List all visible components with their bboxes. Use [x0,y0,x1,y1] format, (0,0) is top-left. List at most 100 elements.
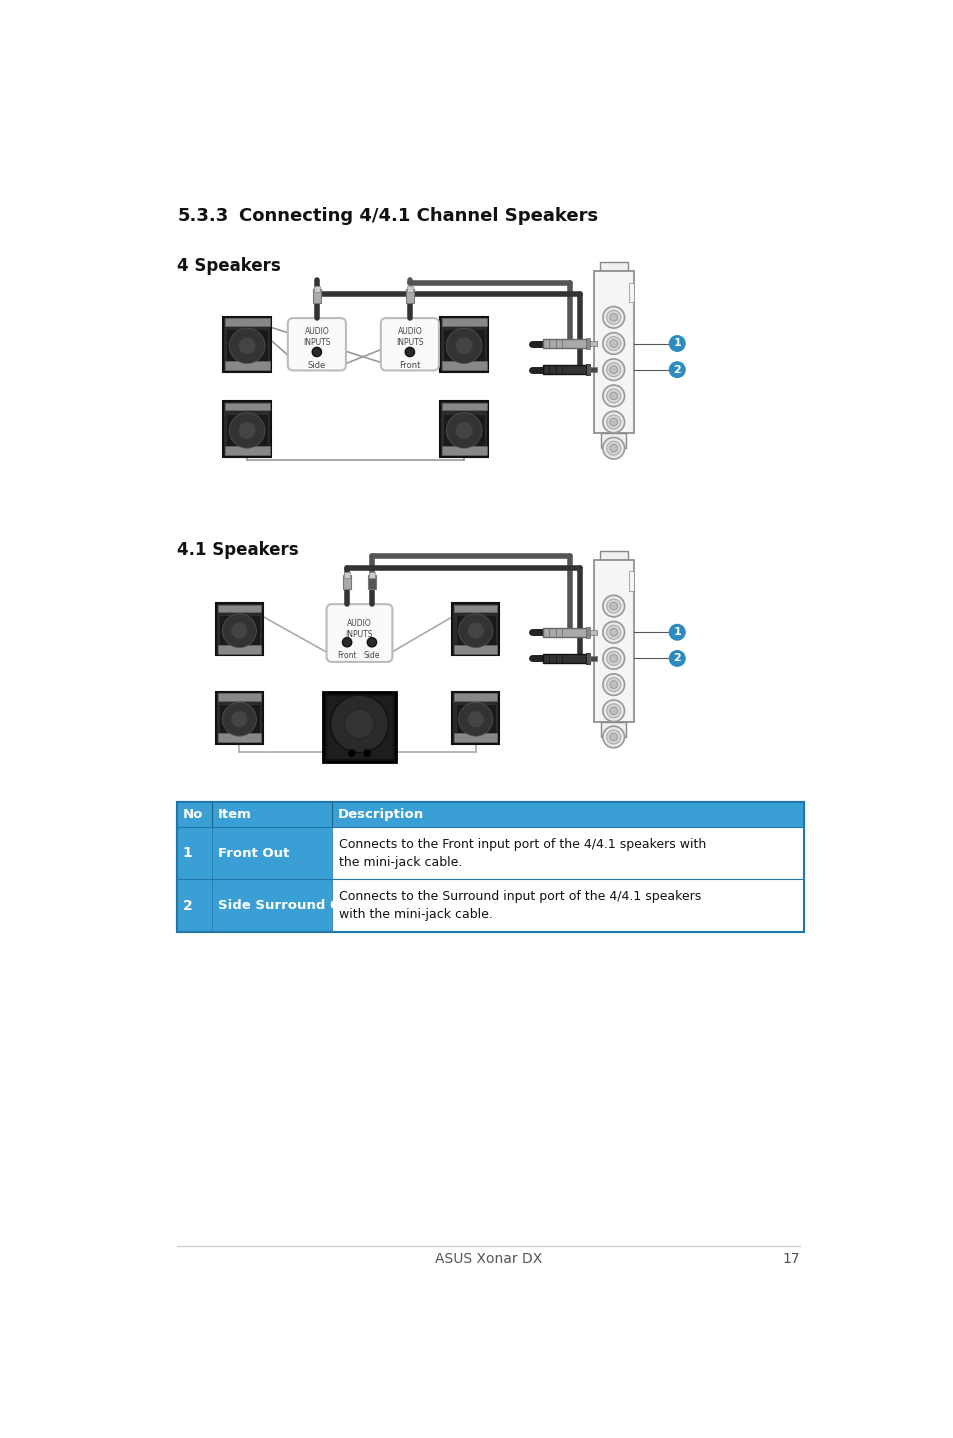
Circle shape [606,416,620,429]
Circle shape [602,726,624,748]
Bar [226,414,268,446]
Bar [344,572,350,578]
Bar [590,630,596,634]
Bar [542,339,587,348]
Bar [585,653,590,664]
Circle shape [602,700,624,722]
Text: 4.1 Speakers: 4.1 Speakers [177,541,298,558]
Circle shape [312,348,321,357]
Circle shape [668,361,685,378]
Bar [368,575,375,588]
Bar [226,329,268,361]
Bar [456,615,496,644]
Circle shape [405,348,415,357]
Circle shape [231,623,248,638]
Circle shape [606,336,620,351]
Circle shape [609,628,617,636]
Bar [224,446,270,456]
Bar [593,272,633,433]
Circle shape [602,332,624,354]
Bar [629,283,633,302]
Bar [224,403,270,410]
Text: 2: 2 [673,653,680,663]
Text: Side: Side [308,361,326,370]
Bar [177,802,802,827]
Circle shape [609,339,617,348]
Bar [219,703,259,733]
Bar [590,341,596,345]
Bar [456,703,496,733]
Circle shape [609,603,617,610]
Circle shape [455,421,473,440]
Bar [542,365,587,374]
Bar [406,289,414,302]
Bar [223,316,271,372]
Text: Side: Side [363,651,379,660]
Bar [454,644,497,654]
Circle shape [222,614,256,647]
Bar [590,367,596,372]
Circle shape [363,749,371,756]
Circle shape [668,650,685,667]
Bar [599,551,627,559]
FancyBboxPatch shape [380,318,438,371]
Circle shape [238,421,255,440]
Circle shape [330,695,388,752]
Text: AUDIO
INPUTS: AUDIO INPUTS [303,326,331,347]
Bar [585,338,590,349]
Circle shape [606,731,620,743]
Bar [177,802,802,932]
Bar [313,289,320,302]
Text: ASUS Xonar DX: ASUS Xonar DX [435,1252,542,1265]
Bar [452,603,498,656]
Text: Front: Front [337,651,356,660]
Bar [177,827,212,880]
Text: AUDIO
INPUTS: AUDIO INPUTS [345,620,373,640]
Circle shape [602,621,624,643]
Bar [216,692,262,743]
Bar [441,446,486,456]
Circle shape [367,637,376,647]
Circle shape [467,710,484,728]
Circle shape [606,362,620,377]
Text: Side Surround Out: Side Surround Out [217,899,356,912]
Text: Item: Item [217,808,252,821]
Circle shape [609,680,617,689]
Circle shape [342,637,352,647]
Circle shape [609,733,617,741]
Circle shape [602,360,624,381]
Text: Connects to the Front input port of the 4/4.1 speakers with
the mini-jack cable.: Connects to the Front input port of the … [338,838,705,869]
Bar [439,401,488,457]
Circle shape [602,306,624,328]
Circle shape [602,437,624,459]
Text: AUDIO
INPUTS: AUDIO INPUTS [395,326,423,347]
Circle shape [455,336,473,355]
Bar [454,693,497,700]
Bar [593,559,633,722]
Circle shape [229,328,265,364]
Circle shape [602,385,624,407]
Circle shape [609,418,617,426]
Text: 2: 2 [673,365,680,375]
Text: 1: 1 [673,338,680,348]
Bar [212,827,332,880]
Circle shape [606,311,620,324]
Circle shape [467,623,484,638]
Bar [217,644,261,654]
Bar [585,627,590,637]
Text: 4 Speakers: 4 Speakers [177,257,281,275]
Circle shape [606,441,620,456]
Bar [441,318,486,326]
Circle shape [609,365,617,374]
Circle shape [606,600,620,613]
Bar [224,361,270,371]
Bar [223,401,271,457]
Circle shape [229,413,265,449]
Circle shape [668,335,685,352]
Bar [219,615,259,644]
Circle shape [609,393,617,400]
Bar [441,361,486,371]
Bar [585,364,590,375]
Circle shape [238,336,255,355]
Circle shape [606,626,620,638]
